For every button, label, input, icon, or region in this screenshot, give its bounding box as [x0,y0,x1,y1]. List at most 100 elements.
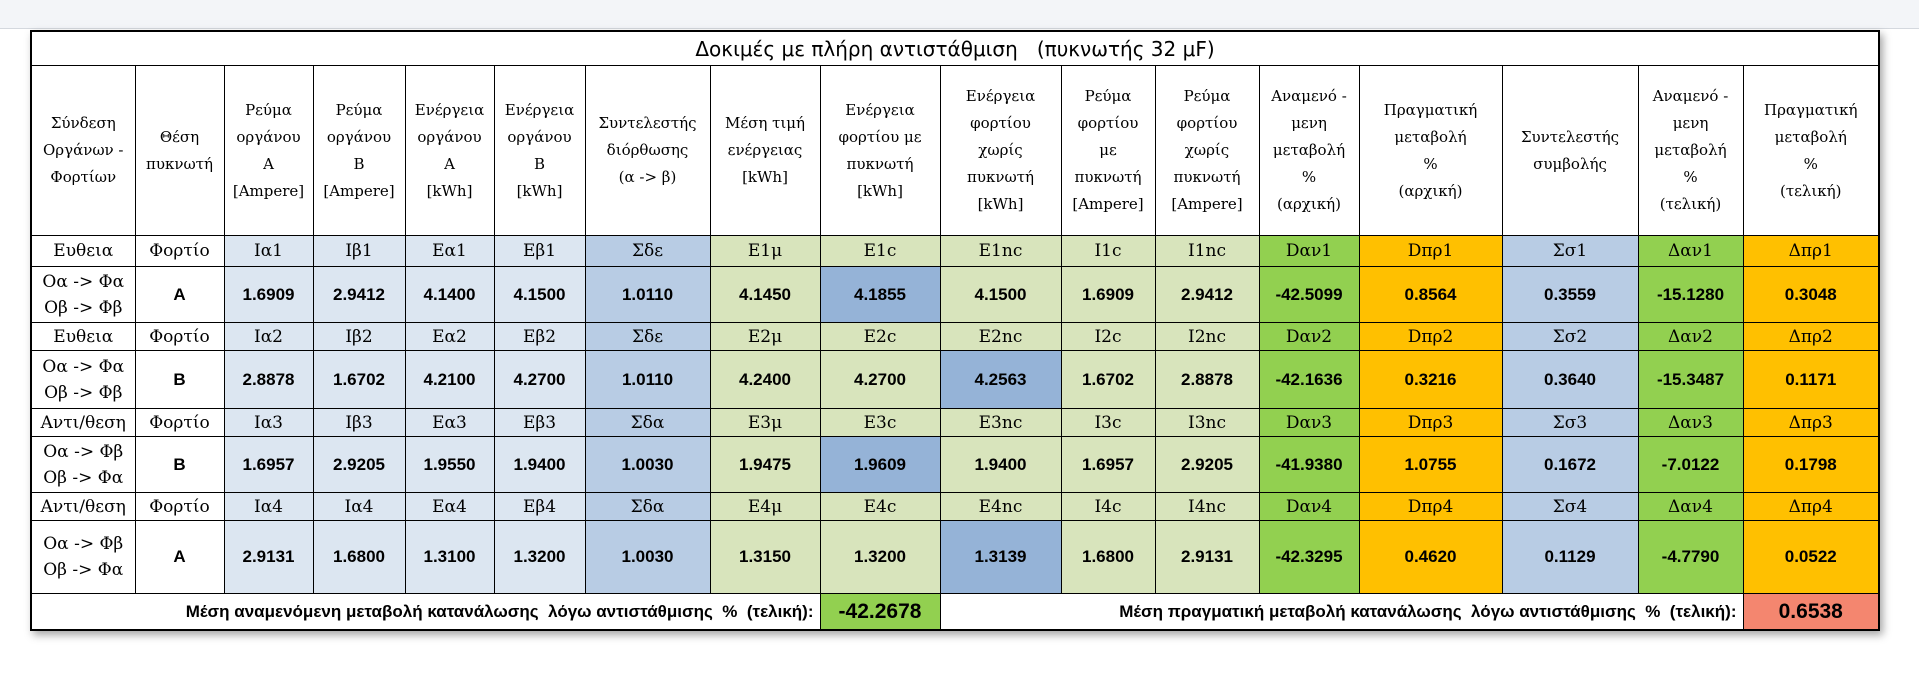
line: [Ampere] [1171,195,1243,213]
label-cell: Ι3nc [1154,408,1260,437]
value-cell: 4.2563 [939,350,1062,409]
value-cell: 1.6800 [1060,520,1156,594]
line: Ρεύμα [1183,87,1231,105]
line: Συντελεστής [1520,127,1620,146]
value-cell: 0.0522 [1742,520,1880,594]
footer-value: 0.6538 [1742,593,1880,631]
label-cell: Σδα [584,492,711,521]
label-cell: Αντι/θεση [30,408,136,437]
label-cell: Ια4 [312,492,406,521]
label-cell: Σδε [584,235,711,267]
value-cell: -42.3295 [1258,520,1360,594]
connection-cell: Οα -> Φβ Οβ -> Φα [30,520,136,594]
line: οργάνου [417,127,482,146]
line: [Ampere] [232,181,305,200]
value-cell: 1.6909 [1060,266,1156,323]
label-cell: Dαν1 [1258,235,1360,267]
label-cell: Δπρ1 [1742,235,1880,267]
line: (αρχική) [1277,195,1341,213]
label-cell: Ευθεια [30,235,136,267]
value-row: Οα -> Φβ Οβ -> Φα B 1.6957 2.9205 1.9550 1.940… [30,436,1880,493]
label-cell: Ε3nc [939,408,1062,437]
value-cell: 0.3216 [1358,350,1503,409]
header-cell: Ρεύμα φορτίου χωρίς πυκνωτή [Ampere] [1154,65,1260,236]
line: μεταβολή [1394,127,1467,146]
header-cell: Ρεύμα οργάνου Α [Ampere] [223,65,314,236]
line: Ενέργεια [845,100,915,119]
footer-row: Μέση αναμενόμενη μεταβολή κατανάλωσης λό… [30,593,1880,631]
label-cell: Εα1 [404,235,495,267]
label-cell: Ια3 [223,408,314,437]
header-cell: Ενέργεια οργάνου Α [kWh] [404,65,495,236]
position-cell: B [134,436,225,493]
label-cell: Ια4 [223,492,314,521]
value-cell: 1.9550 [404,436,495,493]
label-cell: Σδα [584,408,711,437]
line: Συντελεστής [598,114,697,132]
line: μενη [1291,114,1327,132]
line: φορτίου [970,114,1031,132]
line: Οβ -> Φβ [44,382,123,403]
line: Φορτίων [50,168,117,186]
label-cell: Σσ3 [1501,408,1639,437]
line: Οα -> Φα [42,356,125,377]
value-row: Οα -> Φα Οβ -> Φβ B 2.8878 1.6702 4.2100 4.270… [30,350,1880,409]
label-cell: Δαν3 [1637,408,1744,437]
value-cell: 4.2400 [709,350,821,409]
line: Θέση [159,127,200,146]
table-title: Δοκιμές με πλήρη αντιστάθμιση (πυκνωτής … [30,30,1880,66]
value-cell: 1.3200 [819,520,941,594]
value-cell: 0.1672 [1501,436,1639,493]
value-cell: 2.9131 [223,520,314,594]
label-cell: Ε4μ [709,492,821,521]
label-cell: Δαν4 [1637,492,1744,521]
header-row: Σύνδεση Οργάνων - Φορτίων Θέση πυκνωτή Ρεύμα ο… [30,65,1880,236]
line: Ενέργεια [965,87,1036,105]
line: Πραγματική [1383,100,1478,119]
value-cell: 4.2100 [404,350,495,409]
value-cell: 2.8878 [223,350,314,409]
line: Ρεύμα [1084,87,1132,105]
line: Β [353,154,365,173]
line: Ενέργεια [414,100,485,119]
value-cell: 1.3150 [709,520,821,594]
value-cell: -7.0122 [1637,436,1744,493]
header-cell: Πραγματική μεταβολή% (τελική) [1742,65,1880,236]
line: οργάνου [236,127,301,146]
value-cell: 4.2700 [819,350,941,409]
line: [kWh] [516,181,563,200]
label-cell: Φορτίο [134,492,225,521]
line: πυκνωτή [846,154,914,173]
header-cell: Αναμενό - μενη μεταβολή% (τελική) [1637,65,1744,236]
label-cell: Ι2nc [1154,322,1260,351]
connection-cell: Οα -> Φβ Οβ -> Φα [30,436,136,493]
position-cell: B [134,350,225,409]
line: μεταβολή [1774,127,1847,146]
value-cell: -42.5099 [1258,266,1360,323]
label-cell: Εβ2 [493,322,586,351]
title-row: Δοκιμές με πλήρη αντιστάθμιση (πυκνωτής … [30,30,1880,66]
line: Σύνδεση [50,114,116,132]
value-cell: 1.0030 [584,520,711,594]
label-cell: Dπρ2 [1358,322,1503,351]
header-cell: Αναμενό - μενη μεταβολή% (αρχική) [1258,65,1360,236]
label-cell: Εα4 [404,492,495,521]
line: [Ampere] [323,181,395,200]
position-cell: A [134,520,225,594]
label-cell: Δαν2 [1637,322,1744,351]
line: Οα -> Φα [42,271,125,292]
value-cell: 1.9609 [819,436,941,493]
line: Ρεύμα [245,100,292,119]
line: φορτίου [1077,114,1139,132]
line: Αναμενό - [1271,87,1347,105]
line: Οα -> Φβ [43,534,124,554]
value-cell: 1.3139 [939,520,1062,594]
value-cell: 2.9412 [312,266,406,323]
footer-label: Μέση αναμενόμενη μεταβολή κατανάλωσης λό… [30,593,821,631]
connection-cell: Οα -> Φα Οβ -> Φβ [30,266,136,323]
value-cell: -15.1280 [1637,266,1744,323]
value-cell: 1.6957 [1060,436,1156,493]
line: Αναμενό - [1652,87,1729,105]
value-cell: 4.1500 [939,266,1062,323]
